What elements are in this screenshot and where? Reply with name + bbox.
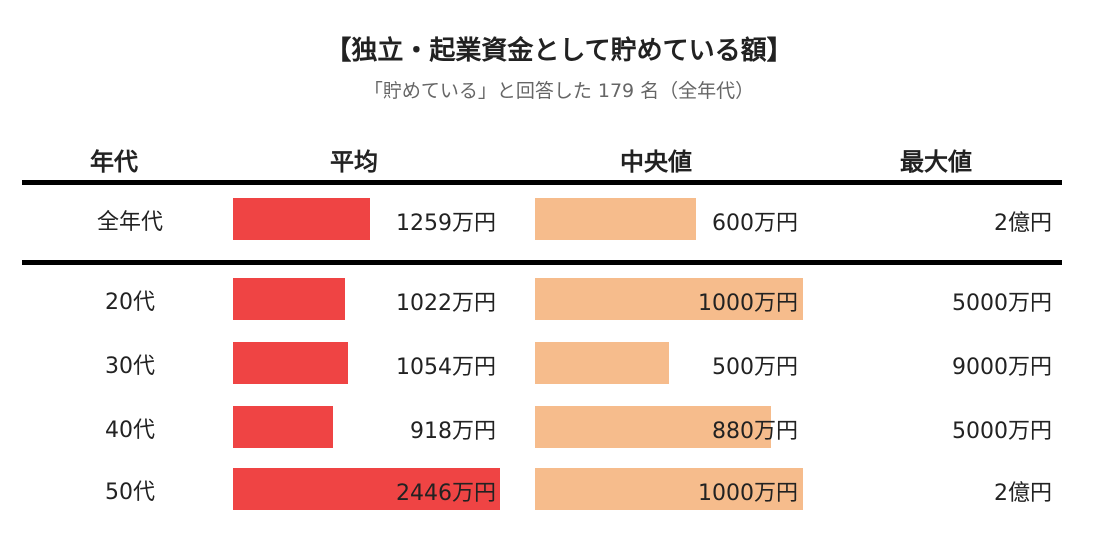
median-value: 880万円 bbox=[712, 419, 798, 444]
average-value: 1054万円 bbox=[396, 355, 496, 380]
row-label: 全年代 bbox=[96, 210, 163, 235]
chart-title: 【独立・起業資金として貯めている額】 bbox=[325, 36, 793, 66]
max-value: 9000万円 bbox=[952, 355, 1052, 380]
max-value: 2億円 bbox=[994, 481, 1052, 506]
average-bar bbox=[233, 278, 345, 320]
average-bar bbox=[233, 198, 370, 240]
row-label: 30代 bbox=[105, 354, 155, 379]
median-value: 1000万円 bbox=[698, 481, 798, 506]
average-value: 1022万円 bbox=[396, 291, 496, 316]
column-header-age: 年代 bbox=[90, 148, 138, 176]
average-bar bbox=[233, 468, 500, 510]
median-value: 500万円 bbox=[712, 355, 798, 380]
median-bar bbox=[535, 468, 803, 510]
row-label: 20代 bbox=[105, 290, 155, 315]
column-header-max: 最大値 bbox=[900, 148, 972, 176]
column-header-median: 中央値 bbox=[620, 148, 692, 176]
header-rule bbox=[22, 180, 1062, 185]
section-rule bbox=[22, 260, 1062, 265]
median-bar bbox=[535, 342, 669, 384]
median-value: 600万円 bbox=[712, 211, 798, 236]
max-value: 5000万円 bbox=[952, 419, 1052, 444]
max-value: 5000万円 bbox=[952, 291, 1052, 316]
median-bar bbox=[535, 278, 803, 320]
row-label: 40代 bbox=[105, 418, 155, 443]
average-value: 1259万円 bbox=[396, 211, 496, 236]
column-header-average: 平均 bbox=[330, 148, 378, 176]
max-value: 2億円 bbox=[994, 211, 1052, 236]
average-value: 2446万円 bbox=[396, 481, 496, 506]
median-bar bbox=[535, 198, 696, 240]
row-label: 50代 bbox=[105, 480, 155, 505]
chart-subtitle: 「貯めている」と回答した 179 名（全年代） bbox=[363, 80, 755, 102]
median-bar bbox=[535, 406, 771, 448]
average-bar bbox=[233, 342, 348, 384]
average-value: 918万円 bbox=[410, 419, 496, 444]
median-value: 1000万円 bbox=[698, 291, 798, 316]
average-bar bbox=[233, 406, 333, 448]
